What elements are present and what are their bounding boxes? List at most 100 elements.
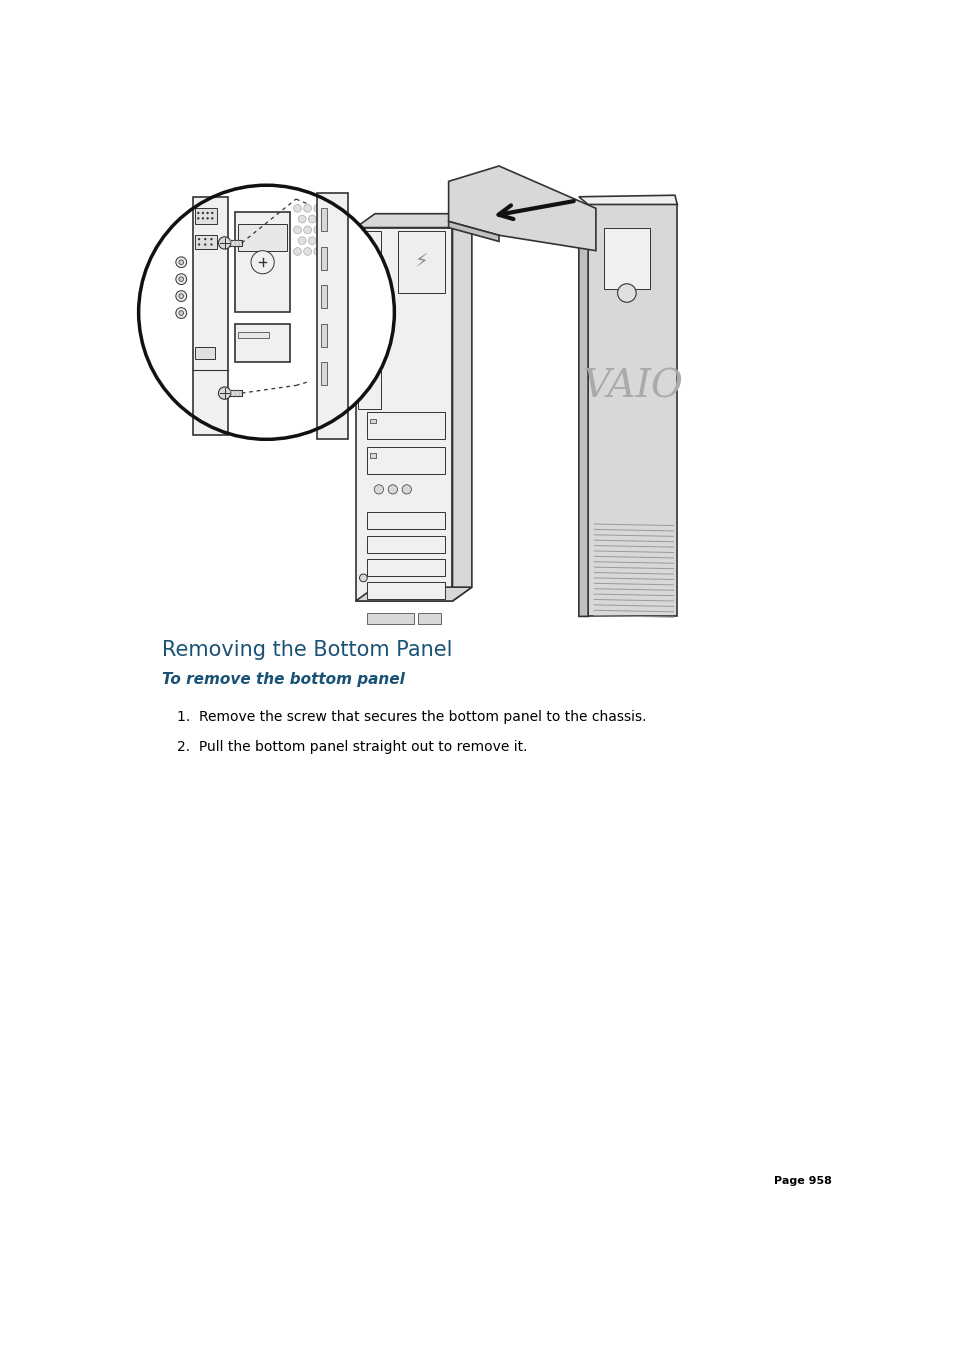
Bar — [237, 331, 269, 338]
Circle shape — [179, 259, 183, 265]
Bar — [367, 412, 444, 439]
Circle shape — [314, 204, 321, 212]
Circle shape — [197, 243, 200, 246]
Bar — [367, 535, 444, 553]
Circle shape — [617, 284, 636, 303]
Circle shape — [413, 245, 418, 251]
Circle shape — [427, 236, 433, 242]
Circle shape — [175, 257, 187, 267]
Circle shape — [175, 308, 187, 319]
Circle shape — [417, 236, 423, 242]
Circle shape — [175, 274, 187, 285]
Circle shape — [422, 262, 428, 267]
Bar — [235, 324, 290, 362]
Circle shape — [427, 253, 433, 259]
Circle shape — [175, 290, 187, 301]
Circle shape — [202, 218, 204, 219]
Polygon shape — [578, 204, 587, 616]
Circle shape — [314, 226, 321, 234]
Text: Page 958: Page 958 — [774, 1177, 831, 1186]
Bar — [195, 347, 214, 359]
Circle shape — [431, 262, 437, 267]
Bar — [367, 559, 444, 576]
Circle shape — [298, 236, 306, 245]
Bar — [320, 247, 327, 270]
Circle shape — [294, 204, 301, 212]
Circle shape — [251, 251, 274, 274]
Bar — [357, 231, 381, 408]
Bar — [237, 224, 287, 251]
Circle shape — [303, 226, 311, 234]
Bar — [367, 447, 444, 474]
Circle shape — [218, 236, 231, 249]
Circle shape — [206, 218, 209, 219]
Bar — [193, 197, 228, 435]
Bar — [587, 204, 677, 616]
Circle shape — [422, 245, 428, 251]
Bar — [355, 227, 452, 601]
Circle shape — [408, 253, 415, 259]
Circle shape — [210, 243, 213, 246]
Circle shape — [197, 212, 199, 213]
Text: 1.  Remove the screw that secures the bottom panel to the chassis.: 1. Remove the screw that secures the bot… — [177, 711, 646, 724]
Circle shape — [210, 238, 213, 240]
Circle shape — [218, 386, 231, 400]
Polygon shape — [578, 196, 677, 204]
Text: To remove the bottom panel: To remove the bottom panel — [162, 671, 404, 686]
Bar — [235, 212, 290, 312]
Bar — [397, 231, 444, 293]
Circle shape — [318, 215, 326, 223]
Text: ⚡: ⚡ — [415, 253, 428, 272]
Circle shape — [403, 245, 410, 251]
Polygon shape — [355, 213, 472, 227]
Circle shape — [303, 247, 311, 255]
Circle shape — [204, 238, 206, 240]
Circle shape — [298, 215, 306, 223]
Bar — [195, 235, 216, 249]
Polygon shape — [228, 240, 241, 246]
Circle shape — [308, 236, 315, 245]
Polygon shape — [448, 166, 596, 251]
Text: VAIO: VAIO — [581, 369, 682, 405]
Circle shape — [204, 243, 206, 246]
Bar — [320, 208, 327, 231]
Bar — [603, 227, 649, 289]
Circle shape — [308, 215, 315, 223]
Bar — [320, 324, 327, 347]
Circle shape — [431, 245, 437, 251]
Circle shape — [211, 218, 213, 219]
Circle shape — [202, 212, 204, 213]
Polygon shape — [228, 390, 241, 396]
Circle shape — [417, 253, 423, 259]
Circle shape — [398, 236, 405, 242]
Polygon shape — [452, 213, 472, 601]
Circle shape — [374, 485, 383, 494]
Circle shape — [403, 262, 410, 267]
Circle shape — [318, 236, 326, 245]
Bar — [369, 453, 375, 458]
Circle shape — [179, 293, 183, 299]
Bar — [367, 512, 444, 530]
Polygon shape — [355, 588, 472, 601]
Circle shape — [303, 204, 311, 212]
Circle shape — [211, 212, 213, 213]
Bar — [195, 208, 216, 224]
Circle shape — [413, 262, 418, 267]
Circle shape — [294, 247, 301, 255]
Circle shape — [359, 574, 367, 582]
Circle shape — [398, 253, 405, 259]
Circle shape — [138, 185, 394, 439]
Bar — [367, 582, 444, 598]
Bar — [417, 612, 440, 624]
Circle shape — [197, 218, 199, 219]
Text: 2.  Pull the bottom panel straight out to remove it.: 2. Pull the bottom panel straight out to… — [177, 739, 527, 754]
Polygon shape — [448, 222, 498, 242]
Bar — [367, 612, 414, 624]
Circle shape — [359, 247, 367, 254]
Bar — [320, 362, 327, 385]
Circle shape — [388, 485, 397, 494]
Bar — [320, 285, 327, 308]
Circle shape — [179, 277, 183, 281]
Circle shape — [179, 311, 183, 315]
Circle shape — [294, 226, 301, 234]
